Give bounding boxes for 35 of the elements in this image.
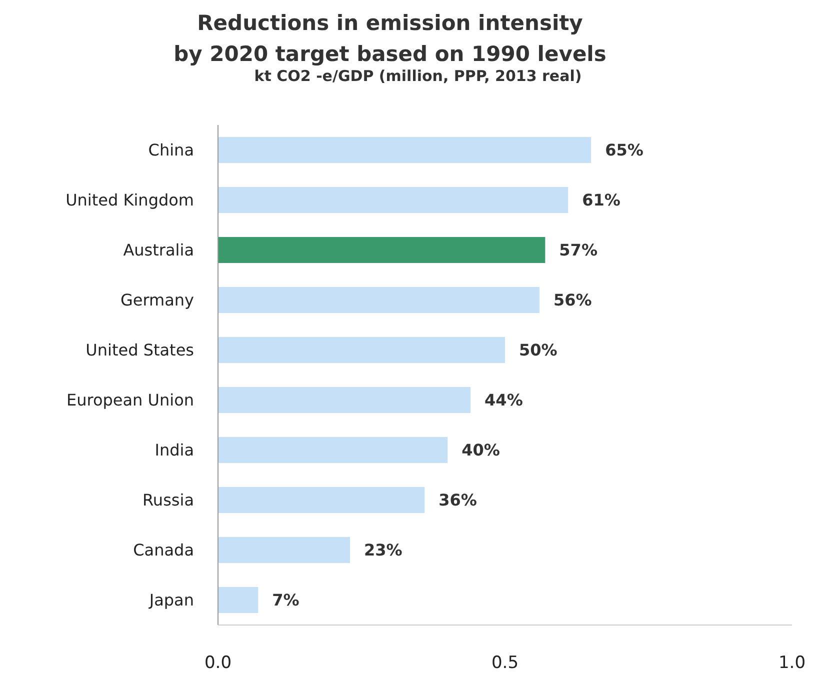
y-tick-label: Australia xyxy=(123,240,194,260)
bar xyxy=(218,387,471,413)
x-tick-label: 0.0 xyxy=(204,653,232,673)
bar xyxy=(218,487,425,513)
y-tick-label: Japan xyxy=(148,590,194,610)
data-label: 65% xyxy=(605,140,644,160)
bar xyxy=(218,287,540,313)
data-label: 50% xyxy=(519,340,558,360)
y-tick-label: Russia xyxy=(142,490,194,510)
data-label: 44% xyxy=(484,390,523,410)
bar xyxy=(218,537,350,563)
x-tick-label: 1.0 xyxy=(778,653,806,673)
bar xyxy=(218,337,505,363)
y-tick-label: India xyxy=(154,440,194,460)
x-tick-label: 0.5 xyxy=(491,653,519,673)
y-tick-label: European Union xyxy=(66,390,194,410)
bar xyxy=(218,587,258,613)
y-tick-label: United Kingdom xyxy=(66,190,194,210)
bar xyxy=(218,137,592,163)
y-tick-label: Germany xyxy=(120,290,194,310)
data-label: 56% xyxy=(553,290,592,310)
y-tick-label: Canada xyxy=(133,540,194,560)
chart-subtitle: kt CO2 -e/GDP (million, PPP, 2013 real) xyxy=(254,67,582,85)
data-label: 57% xyxy=(559,240,598,260)
data-label: 40% xyxy=(462,440,500,460)
bar xyxy=(218,237,546,263)
data-label: 23% xyxy=(364,540,402,560)
data-label: 7% xyxy=(272,590,300,610)
y-tick-label: China xyxy=(148,140,194,160)
bar xyxy=(218,187,568,213)
y-tick-label: United States xyxy=(86,340,194,360)
chart-title: Reductions in emission intensity by 2020 target based on 1990 levels xyxy=(174,11,606,66)
data-label: 61% xyxy=(582,190,620,210)
data-label: 36% xyxy=(438,490,477,510)
bar xyxy=(218,437,448,463)
